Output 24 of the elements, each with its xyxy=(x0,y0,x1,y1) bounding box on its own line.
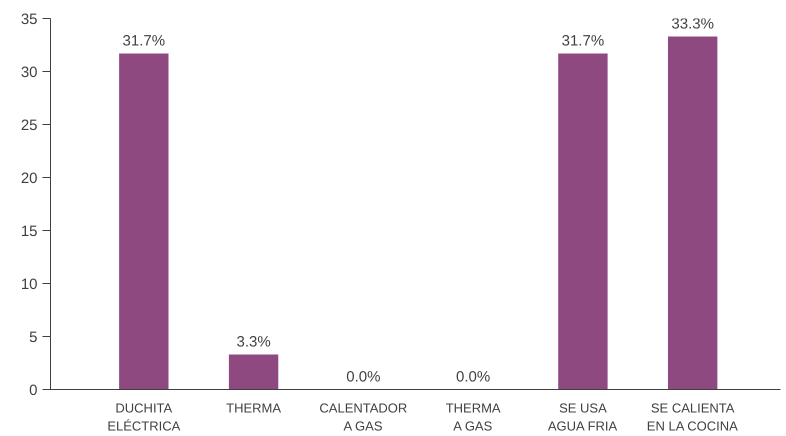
y-tick-label: 5 xyxy=(29,329,38,346)
data-label: 0.0% xyxy=(346,368,380,386)
y-tick-label: 30 xyxy=(20,64,38,81)
y-tick-label: 35 xyxy=(20,11,38,28)
y-tick-label: 15 xyxy=(20,223,38,240)
data-label: 31.7% xyxy=(562,32,604,50)
y-tick-label: 20 xyxy=(20,170,38,187)
bar xyxy=(668,36,718,390)
x-tick-label: SE CALIENTA EN LA COCINA xyxy=(646,400,738,434)
bar xyxy=(558,53,608,390)
bar xyxy=(119,53,169,390)
y-tick-label: 25 xyxy=(20,117,38,134)
bar xyxy=(228,354,278,390)
data-label: 31.7% xyxy=(122,32,166,50)
x-tick-label: CALENTADOR A GAS xyxy=(319,400,408,434)
data-label: 0.0% xyxy=(456,368,490,386)
data-label: 3.3% xyxy=(236,334,271,351)
x-tick-label: DUCHITA ELÉCTRICA xyxy=(107,400,181,434)
y-tick-label: 10 xyxy=(20,276,38,293)
x-tick-label: SE USA AGUA FRIA xyxy=(548,400,618,434)
x-tick-label: THERMA A GAS xyxy=(446,400,501,434)
y-tick-label: 0 xyxy=(29,382,38,399)
data-label: 33.3% xyxy=(671,16,714,33)
x-tick-label: THERMA xyxy=(226,400,282,416)
